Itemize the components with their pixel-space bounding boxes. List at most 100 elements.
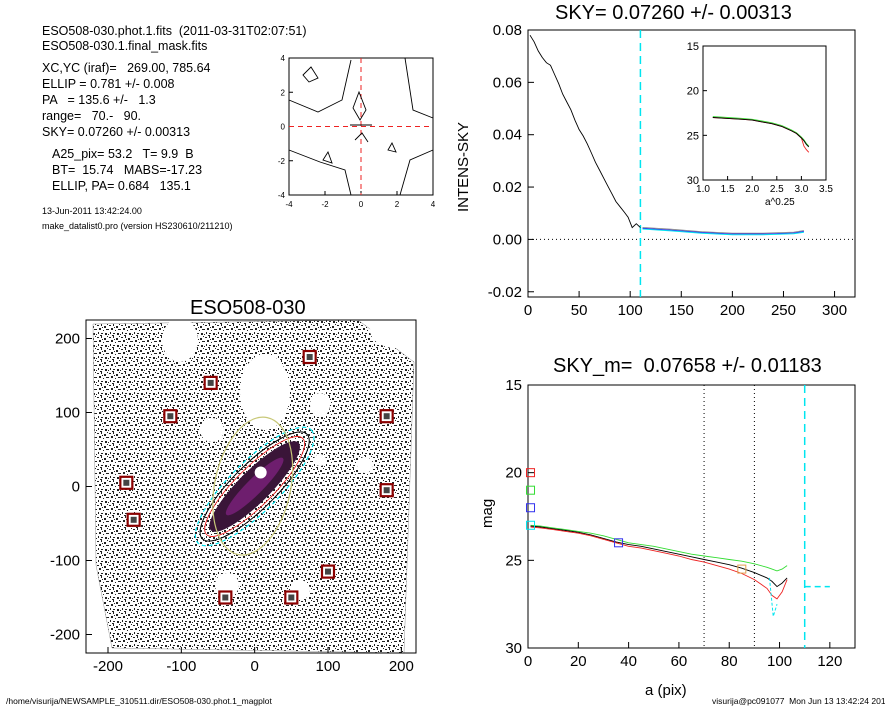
inset-xtick-label: 2.0 xyxy=(745,184,759,195)
mag-marker-red xyxy=(526,468,536,478)
image-ytick-label: 200 xyxy=(55,331,80,348)
contour-line xyxy=(399,149,434,196)
image-xtick-label: -100 xyxy=(166,658,196,675)
contour-line xyxy=(302,66,319,83)
contour-xtick-label: -2 xyxy=(321,200,329,209)
image-xtick-label: 0 xyxy=(250,658,258,675)
isophote-cyan xyxy=(194,426,315,547)
mag-marker-blue xyxy=(526,503,536,513)
galaxy-star-mask xyxy=(254,466,267,479)
masked-star-core xyxy=(167,413,174,420)
sky-xtick-label: 150 xyxy=(669,302,694,319)
contour-line xyxy=(322,150,333,164)
image-ytick-label: 100 xyxy=(55,405,80,422)
masked-star-core xyxy=(222,594,229,601)
mag-line-green xyxy=(530,524,788,572)
inset-ytick-label: 20 xyxy=(687,86,699,98)
image-xtick-label: 200 xyxy=(389,658,414,675)
sky-ytick-label: 0.00 xyxy=(493,231,522,248)
inset-ytick-label: 15 xyxy=(687,41,699,53)
contour-xtick-label: 4 xyxy=(431,200,436,209)
contour-line xyxy=(404,57,434,119)
mag-frame xyxy=(527,384,856,649)
sky-frame xyxy=(527,29,856,298)
mag-ytick-label: 20 xyxy=(505,465,522,482)
sky-ytick-label: 0.02 xyxy=(493,179,522,196)
bt-line: BT= 15.74 MABS=-17.23 xyxy=(52,163,203,177)
mag-xtick-label: 0 xyxy=(524,653,532,670)
inset-line-black xyxy=(712,117,810,148)
inset-line-green xyxy=(712,116,810,147)
mask-hole xyxy=(370,312,420,348)
contour-ytick-label: -2 xyxy=(278,157,286,166)
galaxy-inner xyxy=(225,457,284,516)
inset-frame xyxy=(702,45,827,181)
mask-hole xyxy=(162,318,198,362)
footer-stamp: visurija@pc091077 Mon Jun 13 13:42:24 20… xyxy=(712,696,885,706)
inset-xtick-label: 1.0 xyxy=(696,184,710,195)
ellip-pa-line: ELLIP, PA= 0.684 135.1 xyxy=(52,179,191,193)
mask-hole xyxy=(240,354,290,430)
inset-ytick-label: 25 xyxy=(687,130,699,142)
inset-xlabel: a^0.25 xyxy=(765,197,795,208)
masked-star-core xyxy=(383,487,390,494)
inset-xtick-label: 1.5 xyxy=(721,184,735,195)
mag-ytick-label: 15 xyxy=(505,377,522,394)
sky-xtick-label: 0 xyxy=(524,302,532,319)
sky-ytick-label: 0.08 xyxy=(493,22,522,39)
sky-xtick-label: 200 xyxy=(720,302,745,319)
sky-ytick-label: -0.02 xyxy=(488,284,522,301)
contour-line xyxy=(288,59,352,113)
mag-marker-cyan xyxy=(526,520,536,530)
mag-xtick-label: 120 xyxy=(817,653,842,670)
image-xtick-label: -200 xyxy=(93,658,123,675)
file-line: ESO508-030.phot.1.fits (2011-03-31T02:07… xyxy=(42,24,307,38)
sky-xtick-label: 250 xyxy=(771,302,796,319)
contour-xtick-label: 2 xyxy=(395,200,400,209)
program-line: make_datalist0.pro (version HS230610/211… xyxy=(42,221,233,231)
mag-xtick-label: 100 xyxy=(767,653,792,670)
mask-hole xyxy=(200,418,224,442)
mag-xtick-label: 60 xyxy=(671,653,688,670)
sky-ytick-label: 0.06 xyxy=(493,74,522,91)
contour-xtick-label: -4 xyxy=(285,200,293,209)
sky-outer-line-cyan xyxy=(642,228,804,236)
mag-marker-orange xyxy=(737,564,747,574)
sky-outer-line-grey xyxy=(642,227,804,234)
image-xtick-label: 100 xyxy=(315,658,340,675)
mag-xtick-label: 80 xyxy=(721,653,738,670)
ellip-line: ELLIP = 0.781 +/- 0.008 xyxy=(42,77,175,91)
inset-xtick-label: 3.5 xyxy=(819,184,833,195)
mag-xtick-label: 20 xyxy=(570,653,587,670)
sky-profile-line xyxy=(529,34,641,229)
a25-line: A25_pix= 53.2 T= 9.9 B xyxy=(52,147,194,161)
image-ytick-label: -200 xyxy=(50,627,80,644)
mag-cyan-tail xyxy=(768,577,778,617)
image-ytick-label: 0 xyxy=(72,479,80,496)
mag-xlabel: a (pix) xyxy=(645,682,687,699)
sky-outer-line-blue xyxy=(642,227,804,235)
mag-line-red xyxy=(530,526,788,600)
mag-ytick-label: 25 xyxy=(505,552,522,569)
contour-xtick-label: 0 xyxy=(359,200,364,209)
mask-hole xyxy=(314,454,326,466)
mask-hole xyxy=(357,457,373,473)
masked-star-core xyxy=(383,413,390,420)
sky-ytick-label: 0.04 xyxy=(493,127,522,144)
isophote-olive xyxy=(212,416,294,556)
contour-line xyxy=(352,90,367,121)
mag-marker-blue xyxy=(614,538,624,548)
contour-line xyxy=(387,142,397,153)
sky-plot-title: SKY= 0.07260 +/- 0.00313 xyxy=(555,2,792,24)
isophote-black xyxy=(199,431,310,542)
sky-line: SKY= 0.07260 +/- 0.00313 xyxy=(42,125,191,139)
masked-star-core xyxy=(306,354,313,360)
xcyc-line: XC,YC (iraf)= 269.00, 785.64 xyxy=(42,61,211,75)
footer-path: /home/visurija/NEWSAMPLE_310511.dir/ESO5… xyxy=(6,696,272,706)
masked-star-core xyxy=(207,379,214,386)
sky-xtick-label: 300 xyxy=(822,302,847,319)
mask-line: ESO508-030.1.final_mask.fits xyxy=(42,39,208,53)
mag-plot-title: SKY_m= 0.07658 +/- 0.01183 xyxy=(553,355,822,377)
